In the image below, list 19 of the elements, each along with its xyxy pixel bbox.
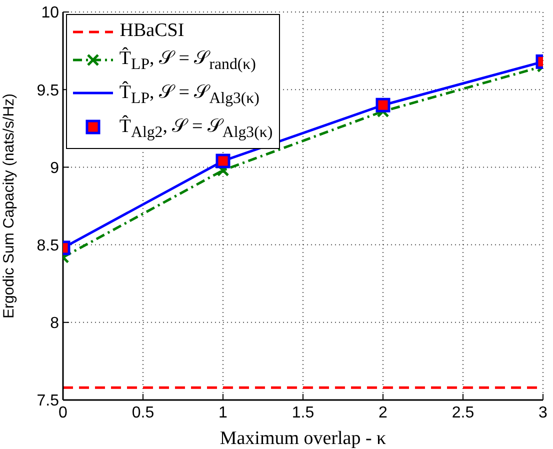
x-tick-label: 3 [538,404,548,422]
x-tick-label: 1 [218,404,228,422]
y-tick-label: 10 [41,4,60,22]
x-tick-label: 1.5 [292,404,314,422]
x-axis-title: Maximum overlap - κ [220,428,387,449]
y-tick-label: 9.5 [36,82,60,100]
y-axis-title: Ergodic Sum Capacity (nats/s/Hz) [0,93,18,319]
legend-label: T̂$_{LP}$, 𝒮 = 𝒮$_{Alg3(κ)}$ [119,82,260,107]
y-tick-label: 8.5 [36,237,60,254]
x-tick-label: 2.5 [452,404,474,422]
legend-label: T̂$_{LP}$, 𝒮 = 𝒮$_{rand(κ)}$ [119,48,256,73]
legend-label: HBaCSI [120,20,184,41]
x-tick-label: 0.5 [132,404,154,422]
y-tick-label: 8 [50,315,60,332]
x-tick-label: 2 [378,404,388,422]
y-tick-label: 9 [50,160,60,177]
legend-label: T̂$_{Alg2}$, 𝒮 = 𝒮$_{Alg3(κ)}$ [119,116,273,140]
y-tick-label: 7.5 [36,392,60,410]
x-tick-label: 0 [58,404,68,422]
